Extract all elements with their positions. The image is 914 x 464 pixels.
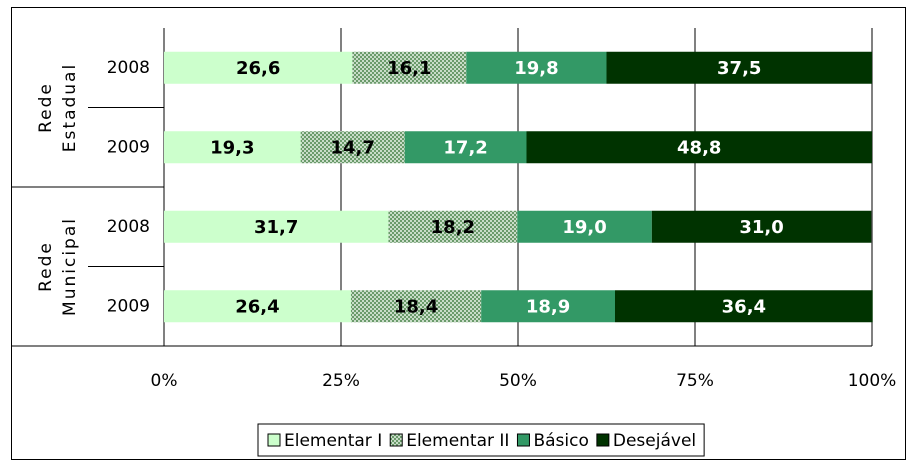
- legend-frame: [257, 423, 705, 457]
- data-label: 37,5: [717, 58, 761, 79]
- data-label: 16,1: [387, 58, 431, 79]
- data-label: 36,4: [722, 296, 766, 317]
- legend-label: Elementar I: [284, 431, 382, 451]
- y-tick-label: 2008: [107, 217, 150, 237]
- bar-segment: [614, 290, 873, 323]
- data-label: 19,3: [210, 137, 254, 158]
- group-label-line: Rede: [36, 82, 56, 133]
- group-label-line: Rede: [36, 241, 56, 292]
- bar-segment: [164, 51, 353, 84]
- bar-segment: [526, 131, 872, 164]
- data-label: 19,8: [514, 58, 558, 79]
- data-label: 19,0: [562, 217, 606, 238]
- legend-label: Elementar II: [406, 431, 509, 451]
- legend-swatch: [267, 433, 281, 447]
- bar-segment: [404, 131, 527, 164]
- x-tick-label: 100%: [848, 371, 897, 391]
- bar-segment: [350, 290, 482, 323]
- data-label: 18,4: [394, 296, 438, 317]
- x-tick-label: 50%: [499, 371, 537, 391]
- bar-segment: [300, 131, 405, 164]
- bar-segment: [164, 210, 389, 243]
- data-label: 18,2: [431, 217, 475, 238]
- legend-swatch: [596, 433, 610, 447]
- data-label: 17,2: [443, 137, 487, 158]
- data-label: 26,4: [235, 296, 279, 317]
- group-label: Rede Estadual: [36, 63, 80, 152]
- legend-swatch: [389, 433, 403, 447]
- bar-segment: [651, 210, 872, 243]
- group-label: Rede Municipal: [36, 217, 80, 316]
- data-label: 31,7: [254, 217, 298, 238]
- group-label-line: Estadual: [60, 63, 80, 152]
- data-label: 26,6: [236, 58, 280, 79]
- data-label: 18,9: [526, 296, 570, 317]
- legend-label: Desejável: [613, 431, 696, 451]
- legend: Elementar I Elementar II Básico Desejável: [257, 423, 705, 457]
- bar-segment: [352, 51, 467, 84]
- legend-swatch: [516, 433, 530, 447]
- bar-segment: [481, 290, 615, 323]
- bar-segment: [466, 51, 607, 84]
- bar-segment: [517, 210, 652, 243]
- group-label-line: Municipal: [60, 217, 80, 316]
- bar-segment: [606, 51, 872, 84]
- bar-segment: [388, 210, 518, 243]
- x-tick-label: 75%: [676, 371, 714, 391]
- bar-segment: [164, 290, 351, 323]
- data-label: 14,7: [330, 137, 374, 158]
- y-tick-label: 2008: [107, 58, 150, 78]
- x-tick-label: 0%: [151, 371, 178, 391]
- y-tick-label: 2009: [107, 137, 150, 157]
- data-label: 31,0: [739, 217, 783, 238]
- y-tick-label: 2009: [107, 296, 150, 316]
- bar-segment: [164, 131, 301, 164]
- legend-label: Básico: [533, 431, 588, 451]
- x-tick-label: 25%: [322, 371, 360, 391]
- data-label: 48,8: [677, 137, 721, 158]
